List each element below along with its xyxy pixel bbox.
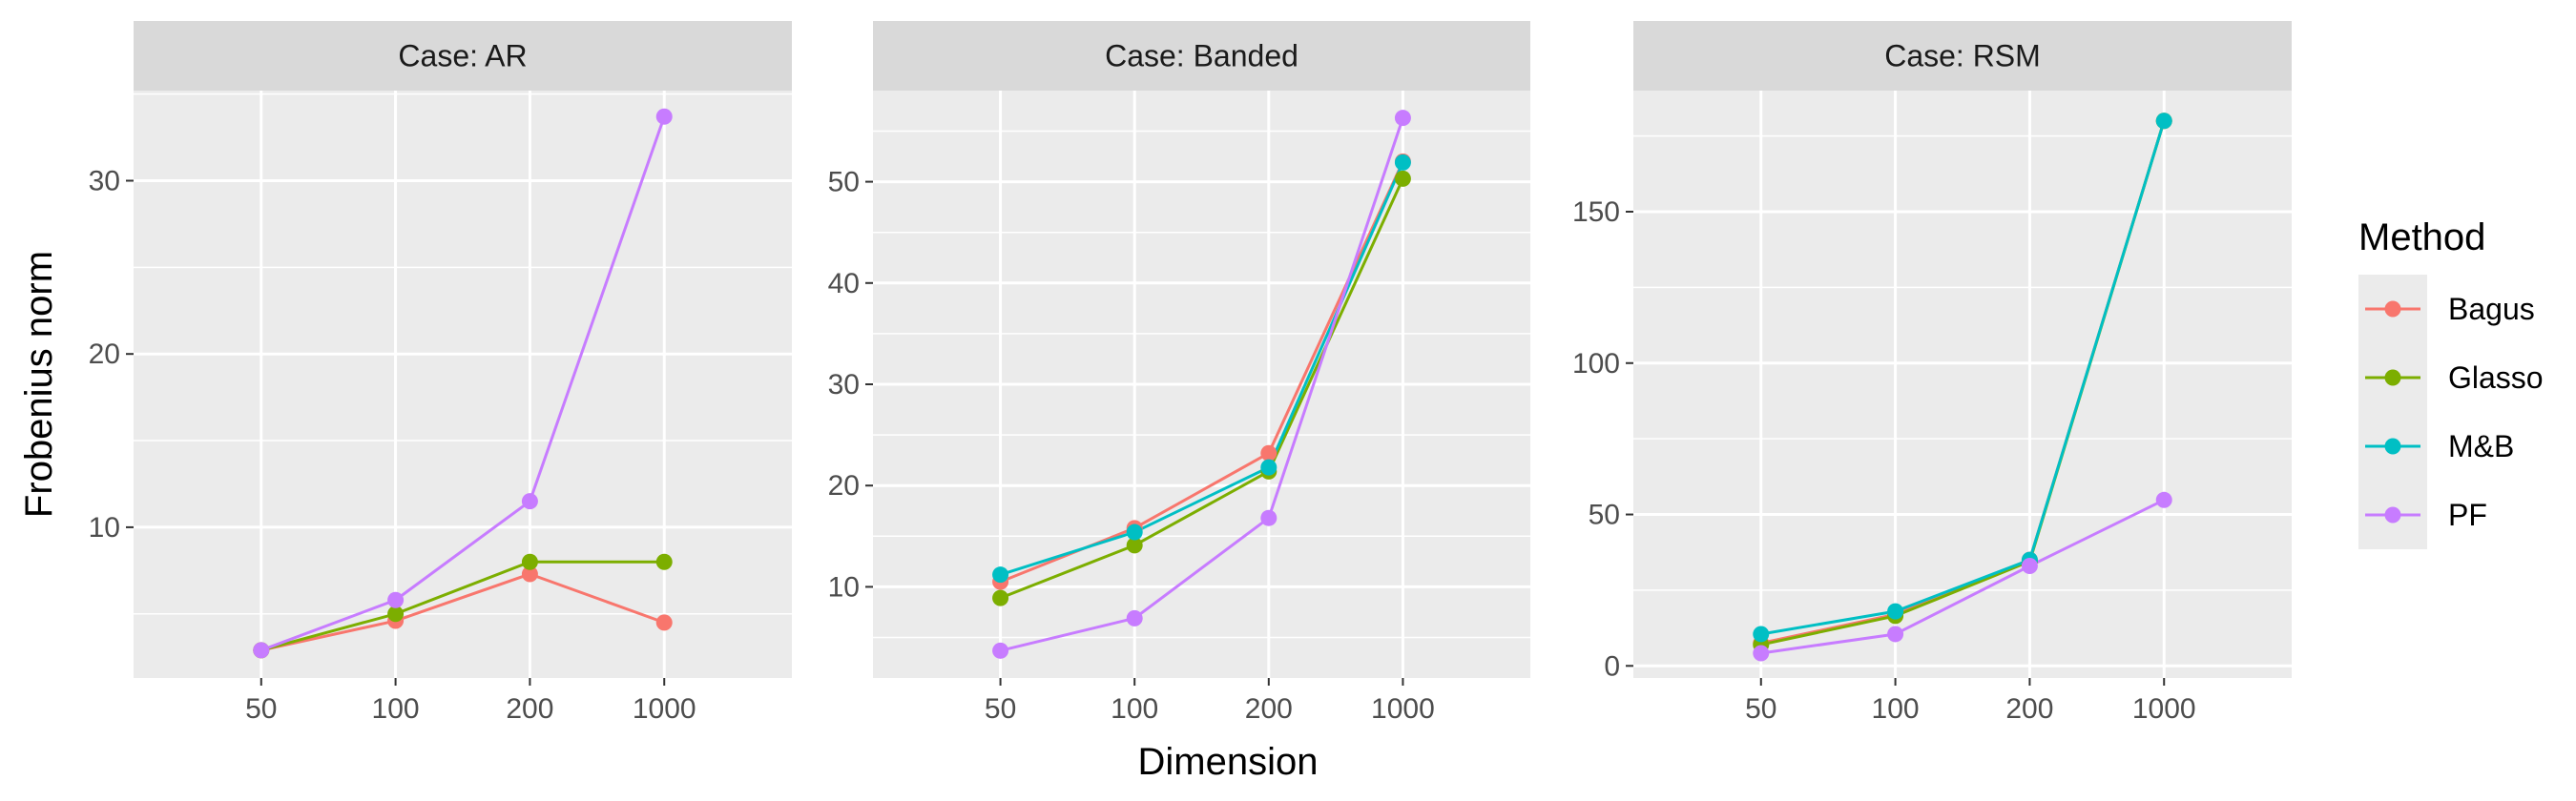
y-tick-label: 50 [1589, 500, 1620, 531]
x-tick-label: 100 [1872, 693, 1920, 725]
panel-2: Case: Banded 10 20 30 40 50 50 100 200 1000 [828, 21, 1530, 725]
panel-strip [1633, 21, 2292, 91]
data-point-pf [2021, 558, 2038, 575]
series-line-glasso [1000, 177, 1404, 600]
data-point-glasso [1126, 537, 1143, 554]
x-tick-label: 50 [985, 693, 1016, 725]
data-point-m-b [1394, 154, 1411, 171]
data-point-pf [521, 493, 538, 510]
data-point-m-b [1887, 603, 1904, 620]
y-tick-label: 10 [828, 571, 860, 603]
panel-strip-label: Case: Banded [1105, 39, 1298, 73]
panel-strip [134, 21, 792, 91]
legend-key-point [2384, 369, 2401, 386]
data-point-pf [1260, 509, 1278, 526]
x-tick-label: 200 [506, 693, 553, 725]
data-point-bagus [1260, 444, 1278, 462]
legend-key-point [2384, 300, 2401, 318]
x-tick-label: 200 [1245, 693, 1293, 725]
series-line-m-b [1760, 120, 2166, 636]
data-point-glasso [1394, 170, 1411, 187]
data-point-m-b [992, 566, 1009, 584]
data-point-glasso [387, 606, 405, 623]
x-axis-title: Dimension [1138, 741, 1319, 783]
series-line-pf [1760, 498, 2165, 655]
series-line-pf [1000, 117, 1404, 652]
plot-background [134, 91, 792, 678]
y-tick-label: 20 [89, 339, 120, 370]
y-tick-label: 40 [828, 268, 860, 299]
data-point-m-b [1753, 626, 1770, 643]
series-line-bagus [1000, 160, 1404, 584]
y-tick-label: 20 [828, 470, 860, 502]
x-tick-label: 1000 [1371, 693, 1435, 725]
data-point-pf [1753, 645, 1770, 662]
panel-strip-label: Case: AR [398, 39, 527, 73]
data-point-pf [387, 591, 405, 608]
series-line-glasso [260, 560, 665, 652]
y-tick-label: 30 [89, 165, 120, 196]
panel-1: Case: AR 10 20 30 50 100 200 1000 [89, 21, 792, 725]
data-point-pf [1394, 110, 1411, 127]
legend-key-point [2384, 438, 2401, 455]
data-point-m-b [1126, 524, 1143, 541]
data-point-glasso [992, 589, 1009, 606]
series-line-pf [260, 115, 666, 652]
x-tick-label: 100 [1111, 693, 1158, 725]
series-line-bagus [260, 572, 665, 652]
data-point-glasso [655, 553, 673, 570]
y-tick-label: 0 [1604, 650, 1620, 682]
y-tick-label: 50 [828, 167, 860, 198]
data-point-bagus [655, 614, 673, 631]
data-point-pf [2155, 491, 2172, 508]
x-tick-label: 1000 [633, 693, 696, 725]
data-point-pf [1126, 609, 1143, 626]
x-tick-label: 50 [245, 693, 277, 725]
panel-3: Case: RSM 0 50 100 150 50 100 200 1000 [1572, 21, 2292, 725]
panel-strip [873, 21, 1530, 91]
x-tick-label: 1000 [2132, 693, 2196, 725]
data-point-pf [992, 642, 1009, 659]
legend-entry-label: Bagus [2448, 292, 2535, 326]
x-tick-label: 200 [2005, 693, 2053, 725]
x-tick-label: 50 [1745, 693, 1776, 725]
legend-key-point [2384, 506, 2401, 524]
data-point-pf [1887, 626, 1904, 643]
data-point-bagus [521, 565, 538, 583]
y-tick-label: 10 [89, 512, 120, 544]
y-tick-label: 100 [1572, 348, 1620, 380]
legend-entry-label: M&B [2448, 429, 2514, 463]
legend-entry-label: PF [2448, 498, 2487, 532]
data-point-m-b [2155, 113, 2172, 130]
data-point-pf [655, 108, 673, 125]
panel-strip-label: Case: RSM [1884, 39, 2041, 73]
x-tick-label: 100 [372, 693, 420, 725]
legend-entry-label: Glasso [2448, 360, 2544, 395]
y-tick-label: 150 [1572, 196, 1620, 228]
data-point-pf [253, 642, 270, 659]
y-axis-title: Frobenius norm [18, 251, 60, 518]
legend-title: Method [2358, 216, 2485, 258]
data-point-m-b [1260, 459, 1278, 476]
legend: Method Bagus Glasso M&B PF [2358, 216, 2544, 549]
y-tick-label: 30 [828, 369, 860, 400]
data-point-glasso [521, 553, 538, 570]
plot-background [1633, 91, 2292, 678]
